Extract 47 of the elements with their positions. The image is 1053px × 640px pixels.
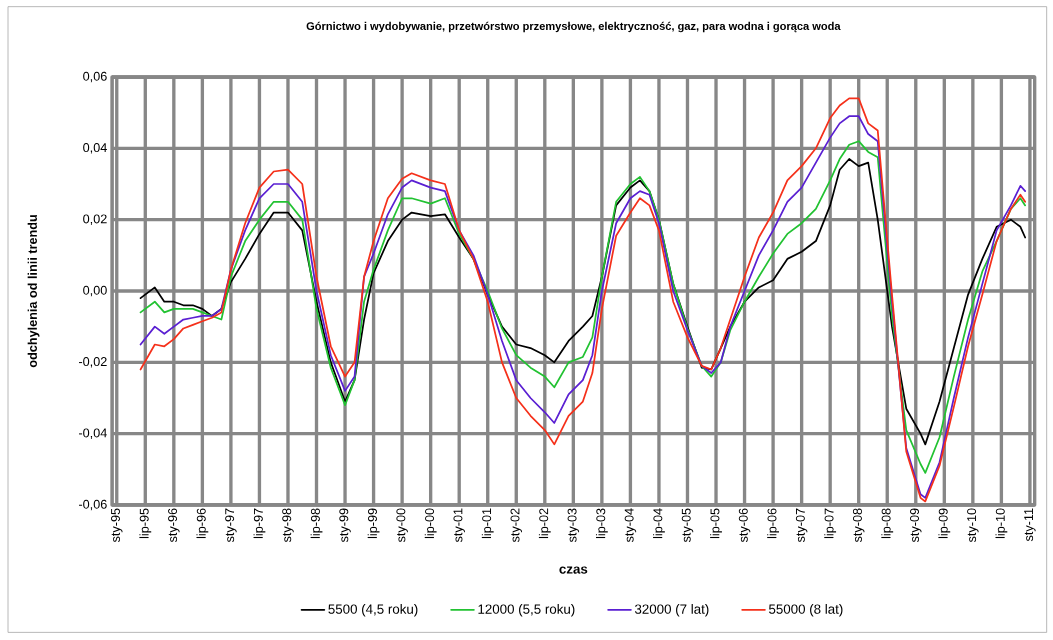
x-tick-label: lip-96 [196,508,209,539]
x-tick-label: sty-09 [910,508,922,543]
x-tick-label: lip-10 [995,508,1008,539]
y-tick-label: 0,02 [83,214,107,225]
x-tick-label: sty-11 [1024,508,1036,542]
x-tick-label: sty-03 [567,508,580,543]
x-tick-label: sty-07 [795,508,808,543]
x-tick-label: sty-08 [852,508,865,543]
x-tick-label: lip-99 [367,508,380,539]
legend-label: 32000 (7 lat) [634,604,709,617]
y-axis-title: odchylenia od linii trendu [27,215,40,368]
x-tick-label: lip-09 [938,508,951,539]
x-tick-label: sty-97 [225,508,237,543]
y-tick-label: 0,04 [83,143,107,154]
x-tick-label: lip-05 [710,508,722,539]
legend-label: 12000 (5,5 roku) [478,604,575,617]
x-axis-title: czas [559,566,588,574]
x-tick-label: lip-03 [595,508,608,539]
y-tick-label: -0,04 [78,428,107,439]
y-tick-label: -0,02 [78,357,107,368]
x-tick-label: lip-01 [481,508,494,539]
x-tick-label: lip-97 [253,508,266,539]
x-tick-label: lip-02 [538,508,551,539]
x-tick-label: lip-95 [139,508,152,539]
chart-title: Górnictwo i wydobywanie, przetwórstwo przemysłowe, elektryczność, gaz, para wodna i gorąca woda [306,21,841,33]
y-tick-label: 0,06 [83,71,107,83]
legend-label: 5500 (4,5 roku) [328,604,418,617]
legend-label: 55000 (8 lat) [769,604,843,617]
x-tick-label: sty-95 [111,508,123,543]
x-tick-label: sty-05 [681,508,694,543]
x-tick-label: sty-00 [396,508,408,543]
x-tick-label: sty-02 [510,508,523,543]
x-tick-label: lip-08 [881,508,894,539]
x-tick-label: sty-06 [738,508,751,543]
x-tick-label: sty-10 [967,508,979,543]
x-tick-label: sty-04 [624,508,637,543]
x-tick-label: sty-96 [168,508,180,543]
y-tick-label: -0,06 [78,499,107,511]
x-tick-label: sty-01 [453,508,465,543]
x-tick-label: lip-98 [310,508,323,539]
x-tick-label: sty-98 [282,508,294,543]
x-tick-label: lip-04 [653,508,665,539]
x-tick-label: sty-99 [339,508,351,543]
x-tick-label: lip-00 [424,508,437,539]
y-tick-label: 0,00 [83,285,107,297]
x-tick-label: lip-06 [767,508,779,539]
x-tick-label: lip-07 [824,508,837,539]
